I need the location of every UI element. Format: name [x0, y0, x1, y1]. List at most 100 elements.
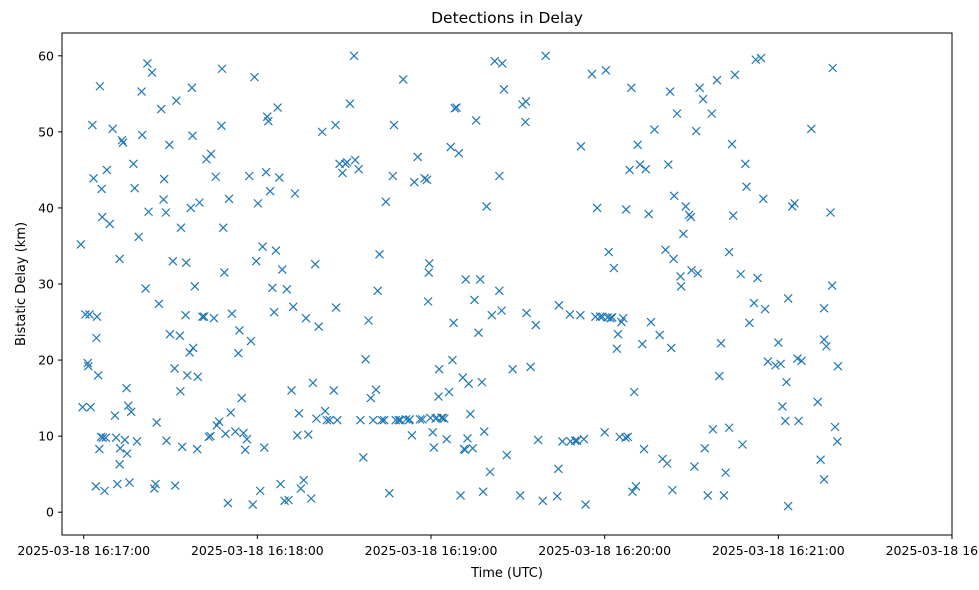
data-point: [756, 53, 766, 63]
data-points: [76, 51, 843, 511]
data-point: [623, 432, 633, 442]
data-point: [389, 120, 399, 130]
data-point: [134, 232, 144, 242]
data-point: [94, 444, 104, 454]
data-point: [662, 459, 672, 468]
data-point: [790, 198, 799, 208]
data-point: [487, 310, 497, 320]
data-point: [558, 437, 567, 446]
data-point: [424, 259, 434, 268]
data-point: [407, 430, 417, 440]
data-point: [85, 309, 94, 319]
data-point: [454, 148, 464, 158]
data-point: [531, 320, 541, 330]
data-point: [125, 478, 134, 487]
data-point: [182, 370, 192, 380]
data-point: [780, 416, 790, 426]
data-point: [89, 173, 98, 183]
data-point: [276, 479, 285, 489]
data-point: [87, 120, 97, 130]
data-point: [434, 392, 443, 401]
data-point: [444, 387, 454, 397]
data-point: [437, 413, 446, 423]
data-point: [579, 434, 589, 444]
data-point: [830, 422, 840, 432]
data-point: [206, 149, 216, 159]
data-point: [250, 72, 259, 82]
data-point: [641, 164, 651, 174]
data-point: [350, 155, 360, 165]
data-point: [394, 415, 404, 425]
data-point: [170, 364, 180, 373]
data-point: [224, 194, 234, 204]
data-point: [490, 56, 500, 66]
data-point: [554, 300, 564, 310]
x-tick-label: 2025-03-18 16:19:00: [365, 543, 498, 558]
data-point: [434, 364, 444, 374]
data-point: [783, 294, 793, 303]
data-point: [635, 160, 645, 170]
data-point: [502, 450, 512, 460]
data-point: [631, 481, 641, 491]
y-axis-ticks: 0 10 20 30 40 50 60: [38, 48, 62, 520]
data-point: [405, 414, 415, 424]
data-point: [284, 495, 294, 505]
data-point: [379, 415, 389, 425]
data-point: [371, 385, 381, 395]
data-point: [242, 434, 252, 444]
data-point: [151, 479, 160, 489]
data-point: [188, 131, 197, 141]
data-point: [147, 68, 157, 77]
chart-title: Detections in Delay: [431, 9, 583, 27]
data-point: [703, 491, 713, 500]
data-point: [240, 445, 250, 455]
data-point: [170, 481, 180, 490]
data-point: [465, 409, 475, 419]
data-point: [708, 424, 718, 434]
data-point: [129, 159, 138, 169]
data-point: [738, 440, 747, 449]
data-point: [515, 491, 525, 500]
data-point: [244, 171, 254, 181]
data-point: [401, 414, 411, 424]
data-point: [806, 124, 816, 134]
data-point: [409, 177, 419, 187]
data-point: [604, 247, 614, 257]
data-point: [460, 445, 470, 455]
data-point: [450, 103, 460, 113]
y-tick-label: 60: [38, 48, 54, 63]
data-point: [349, 51, 359, 61]
data-point: [541, 51, 551, 61]
data-point: [115, 459, 125, 469]
data-point: [813, 397, 823, 407]
data-point: [381, 197, 391, 207]
data-point: [581, 500, 591, 510]
data-point: [366, 393, 376, 403]
data-point: [565, 309, 575, 319]
data-point: [826, 208, 835, 217]
data-point: [423, 297, 433, 306]
data-point: [428, 427, 438, 437]
data-point: [429, 443, 439, 452]
data-point: [101, 433, 111, 443]
data-point: [162, 436, 171, 446]
data-point: [118, 138, 128, 147]
data-point: [218, 223, 228, 233]
data-point: [521, 97, 531, 106]
data-point: [482, 201, 492, 211]
data-point: [86, 402, 96, 412]
data-point: [553, 464, 563, 474]
data-point: [308, 378, 318, 388]
data-point: [259, 443, 269, 452]
data-point: [716, 338, 726, 348]
data-point: [322, 415, 332, 425]
data-point: [156, 104, 166, 114]
data-point: [667, 485, 677, 495]
data-point: [816, 455, 826, 465]
data-point: [833, 361, 843, 371]
data-point: [92, 333, 101, 343]
data-point: [325, 415, 335, 425]
y-tick-label: 30: [38, 277, 54, 292]
data-point: [474, 328, 483, 338]
data-point: [338, 168, 347, 178]
